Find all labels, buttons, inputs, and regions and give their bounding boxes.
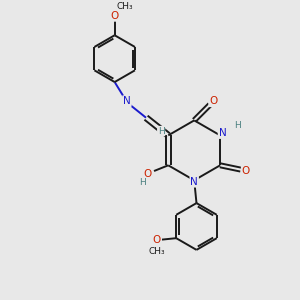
Text: N: N bbox=[123, 96, 131, 106]
Text: O: O bbox=[144, 169, 152, 179]
Text: CH₃: CH₃ bbox=[148, 247, 165, 256]
Text: H: H bbox=[139, 178, 145, 188]
Text: O: O bbox=[242, 166, 250, 176]
Text: O: O bbox=[209, 96, 218, 106]
Text: CH₃: CH₃ bbox=[117, 2, 134, 11]
Text: O: O bbox=[153, 235, 161, 245]
Text: H: H bbox=[158, 127, 164, 136]
Text: N: N bbox=[190, 177, 198, 187]
Text: O: O bbox=[110, 11, 119, 21]
Text: N: N bbox=[218, 128, 226, 138]
Text: H: H bbox=[235, 121, 241, 130]
